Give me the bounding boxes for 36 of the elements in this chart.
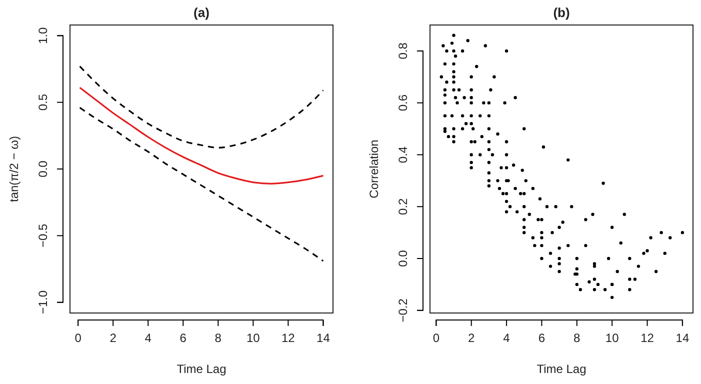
x-tick-label: 14 (316, 331, 330, 346)
line-series (79, 106, 324, 262)
y-tick-label: 0.0 (36, 160, 50, 178)
x-tick-label: 4 (503, 331, 510, 346)
chart-title: (b) (553, 5, 570, 20)
y-axis-title: tan(π/2 − ω) (7, 136, 21, 202)
y-tick-label: −1.0 (36, 290, 50, 314)
x-tick-label: 2 (468, 331, 475, 346)
y-tick-label: 0.4 (396, 146, 410, 164)
x-tick-label: 0 (74, 331, 82, 346)
x-tick-label: 6 (180, 331, 187, 346)
line-series (79, 66, 324, 148)
y-tick-label: 0.0 (396, 250, 410, 267)
x-tick-label: 2 (110, 331, 117, 346)
y-tick-label: 0.8 (396, 42, 410, 60)
x-tick-label: 8 (574, 331, 581, 346)
y-tick-label: 0.5 (36, 94, 50, 111)
x-tick-label: 12 (281, 331, 296, 346)
x-tick-label: 14 (676, 331, 690, 346)
chart-title: (a) (194, 5, 210, 20)
x-tick-label: 0 (432, 331, 440, 346)
x-axis-title: Time Lag (176, 362, 226, 376)
y-tick-label: −0.5 (36, 224, 50, 248)
y-tick-label: −0.2 (396, 298, 410, 322)
x-tick-label: 8 (214, 331, 222, 346)
x-tick-label: 10 (605, 331, 620, 346)
y-tick-label: 0.2 (396, 198, 410, 215)
x-tick-label: 4 (144, 331, 152, 346)
x-tick-label: 6 (538, 331, 546, 346)
x-tick-label: 10 (246, 331, 260, 346)
y-tick-label: 1.0 (36, 27, 50, 44)
x-axis-title: Time Lag (536, 362, 586, 376)
y-axis-title: Correlation (367, 140, 381, 198)
line-series (79, 86, 324, 184)
y-tick-label: 0.6 (396, 94, 410, 112)
x-tick-label: 12 (640, 331, 654, 346)
